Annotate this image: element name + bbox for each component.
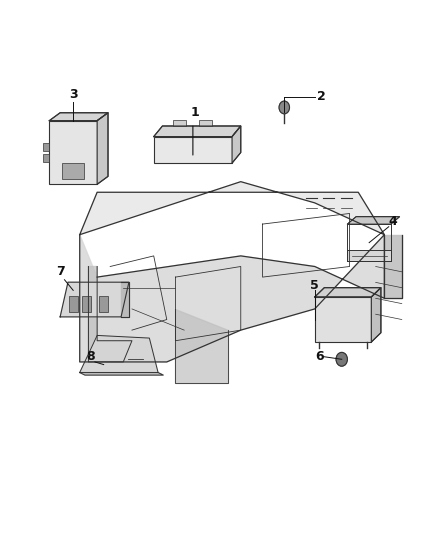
- Polygon shape: [88, 266, 132, 362]
- Polygon shape: [315, 288, 381, 297]
- Polygon shape: [80, 373, 163, 375]
- Bar: [99, 296, 108, 312]
- Text: 2: 2: [317, 90, 325, 103]
- Text: 7: 7: [56, 265, 64, 278]
- Text: 8: 8: [86, 350, 95, 363]
- Polygon shape: [154, 126, 241, 136]
- Text: 6: 6: [315, 350, 323, 363]
- Polygon shape: [232, 126, 241, 163]
- Text: 5: 5: [311, 279, 319, 292]
- Bar: [49, 120, 97, 184]
- Bar: [62, 163, 84, 179]
- Text: 1: 1: [191, 106, 199, 119]
- Bar: [315, 297, 371, 342]
- Circle shape: [336, 352, 347, 366]
- Polygon shape: [385, 235, 402, 298]
- Polygon shape: [80, 235, 385, 362]
- Bar: [154, 136, 232, 163]
- Bar: [43, 154, 49, 162]
- Polygon shape: [176, 309, 228, 383]
- Text: 3: 3: [69, 87, 78, 101]
- Bar: [82, 296, 91, 312]
- Polygon shape: [121, 282, 129, 317]
- Polygon shape: [49, 113, 108, 120]
- Bar: [347, 250, 391, 261]
- Bar: [69, 296, 78, 312]
- Text: 4: 4: [389, 215, 397, 228]
- Bar: [43, 143, 49, 151]
- Bar: [199, 119, 212, 126]
- Polygon shape: [347, 216, 399, 224]
- Bar: [173, 119, 186, 126]
- Polygon shape: [97, 113, 108, 184]
- Polygon shape: [371, 288, 381, 342]
- Polygon shape: [60, 282, 129, 317]
- Polygon shape: [80, 182, 385, 235]
- Polygon shape: [80, 335, 158, 373]
- Circle shape: [279, 101, 290, 114]
